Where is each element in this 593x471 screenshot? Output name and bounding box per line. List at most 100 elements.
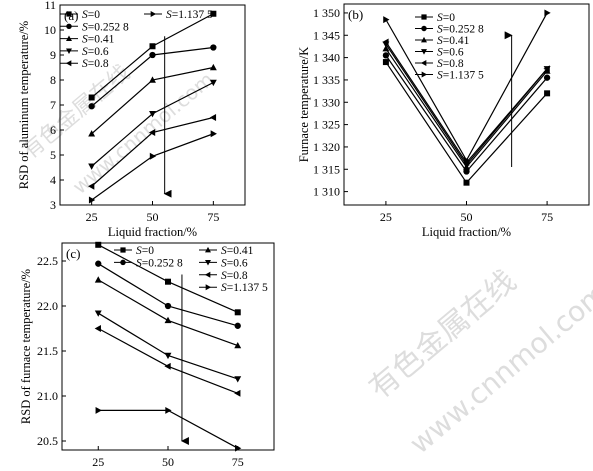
x-tick-label: 75: [207, 210, 219, 224]
y-tick-label: 1 350: [313, 6, 340, 20]
legend-label: S=0.6: [82, 46, 109, 58]
data-point: [88, 94, 95, 101]
series-5: [94, 325, 241, 397]
y-tick-label: 7: [50, 98, 56, 112]
data-point: [210, 130, 217, 138]
legend-label: S=0: [437, 12, 455, 24]
data-point: [234, 376, 242, 383]
y-tick-label: 1 330: [313, 95, 340, 109]
series-6: [383, 9, 551, 164]
legend-marker: [205, 260, 211, 266]
y-tick-label: 6: [50, 123, 56, 137]
y-tick-label: 1 320: [313, 140, 340, 154]
legend-marker: [421, 49, 427, 55]
series-1: [382, 59, 551, 186]
legend-entry: S=0.41: [60, 34, 115, 46]
data-point: [95, 241, 102, 248]
data-point: [149, 76, 156, 83]
legend-entry: S=0.6: [60, 46, 109, 58]
legend-entry: S=0.8: [199, 270, 248, 282]
data-point: [164, 352, 172, 360]
legend-marker: [66, 48, 72, 55]
data-point: [164, 316, 172, 324]
data-point: [209, 63, 217, 71]
data-point: [383, 16, 390, 24]
y-tick-label: 10: [44, 23, 56, 37]
y-tick-label: 21.5: [37, 344, 58, 358]
y-tick-label: 20.5: [37, 434, 58, 448]
legend: S=0S=0.252 8S=0.41S=0.6S=0.8S=1.137 5: [60, 9, 213, 70]
data-point: [94, 325, 101, 332]
legend-label: S=1.137 5: [166, 9, 213, 21]
legend-marker: [65, 60, 72, 67]
x-tick-label: 25: [380, 210, 392, 224]
y-tick-label: 1 345: [313, 28, 340, 42]
data-point: [209, 79, 217, 87]
y-tick-label: 1 335: [313, 73, 340, 87]
series-4: [94, 310, 242, 383]
legend-marker: [421, 36, 427, 43]
data-point: [463, 168, 470, 175]
data-point: [209, 114, 217, 121]
y-tick-label: 21.0: [37, 389, 58, 403]
legend-entry: S=0.252 8: [114, 257, 183, 269]
y-tick-label: 9: [50, 48, 56, 62]
legend-marker: [66, 35, 72, 41]
legend: S=0S=0.252 8S=0.41S=0.6S=0.8S=1.137 5: [415, 12, 484, 82]
data-point: [88, 182, 95, 190]
series-3: [88, 63, 217, 137]
legend-label: S=0.41: [221, 245, 254, 257]
y-tick-label: 11: [44, 0, 56, 12]
data-point: [94, 310, 102, 317]
legend-entry: S=1.137 5: [144, 9, 213, 21]
series-2: [382, 52, 551, 175]
x-tick-label: 25: [86, 210, 98, 224]
series-5: [88, 114, 217, 190]
legend-entry: S=0: [114, 245, 154, 257]
panel-a: 3 4 5 6 7 8 9 10 11 25 50 75 Liquid fraction/% RSD of…: [17, 0, 246, 239]
series-3: [94, 276, 242, 349]
data-point: [165, 278, 171, 285]
data-point: [95, 260, 102, 267]
series-line: [385, 48, 548, 169]
legend-label: S=0: [136, 245, 154, 257]
legend-entry: S=0.252 8: [415, 24, 484, 36]
data-point: [165, 406, 172, 414]
panel-label: (b): [348, 7, 363, 22]
data-point: [543, 74, 551, 81]
y-axis-label: RSD of furnace temperature/%: [19, 269, 33, 424]
y-tick-label: 5: [50, 148, 56, 162]
data-point: [164, 362, 171, 370]
x-tick-label: 50: [147, 210, 159, 224]
y-tick-label: 8: [50, 73, 56, 87]
series-6: [95, 406, 242, 452]
x-tick-label: 75: [232, 455, 244, 469]
legend-marker: [150, 11, 157, 17]
series-line: [97, 244, 238, 313]
x-tick-label: 50: [461, 210, 473, 224]
data-point: [149, 51, 156, 59]
legend-marker: [420, 60, 427, 66]
legend-marker: [421, 25, 427, 32]
legend-marker: [120, 247, 126, 253]
series-1: [88, 10, 217, 101]
legend-entry: S=0.6: [415, 47, 464, 59]
legend-marker: [66, 23, 72, 30]
data-point: [382, 52, 390, 59]
data-point: [543, 65, 550, 73]
legend-label: S=0.41: [437, 35, 470, 47]
data-point: [88, 103, 95, 110]
legend-label: S=0.252 8: [136, 257, 183, 269]
series-line: [97, 263, 238, 327]
legend-label: S=0: [82, 9, 100, 21]
data-point: [382, 59, 389, 66]
legend-marker: [66, 11, 72, 17]
data-point: [164, 302, 172, 310]
y-tick-label: 22.0: [37, 299, 58, 313]
data-point: [149, 111, 156, 118]
series-line: [97, 279, 238, 347]
legend-entry: S=0.8: [415, 58, 464, 70]
data-point: [234, 389, 241, 397]
legend-entry: S=0.8: [60, 58, 109, 70]
x-axis-label: Liquid fraction/%: [422, 225, 511, 239]
